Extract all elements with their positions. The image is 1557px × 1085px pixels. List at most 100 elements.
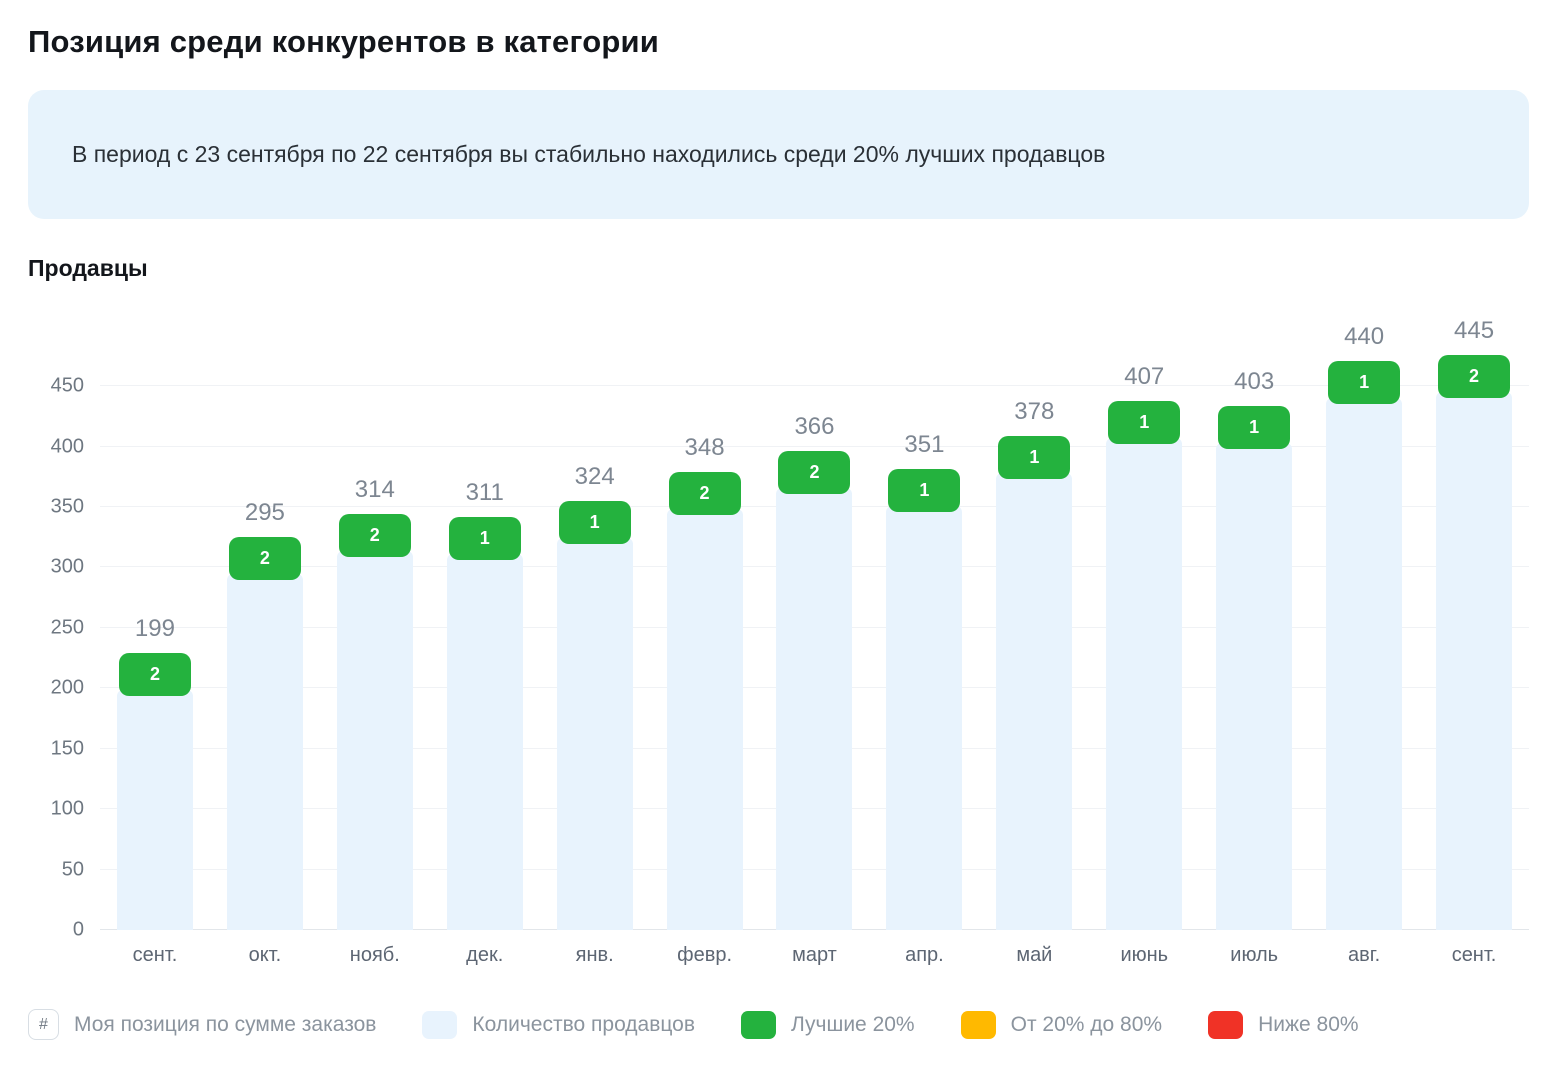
sellers-count-label: 440 [1344,323,1385,351]
hash-icon: # [28,1009,59,1040]
plot-area: 2 199 2 295 2 314 1 311 1 324 2 348 2 366 1 351 1 378 1 407… [100,317,1529,930]
legend-item-1[interactable]: # Моя позиция по сумме заказов [28,1009,376,1040]
x-tick-label: февр. [677,944,733,966]
sellers-count-bar[interactable] [556,538,633,930]
my-position-badge: 2 [118,652,191,696]
my-position-badge: 1 [558,501,631,545]
sellers-count-label: 445 [1453,317,1495,345]
y-tick-label: 450 [50,374,84,397]
bar-column-2: 2 295 [210,362,320,930]
sellers-count-bar[interactable] [116,689,193,930]
y-tick-label: 50 [61,858,84,881]
sellers-count-bar[interactable] [1436,392,1513,930]
sellers-count-bar[interactable] [1216,442,1293,930]
legend-swatch [422,1010,458,1039]
section-title: Продавцы [28,255,148,281]
x-tick-label: нояб. [349,944,400,966]
x-tick-label: июль [1230,944,1279,966]
my-position-badge: 1 [1328,361,1401,405]
legend-item-5[interactable]: Ниже 80% [1208,1010,1359,1039]
legend-label: Моя позиция по сумме заказов [74,1012,377,1036]
x-tick-label: сент. [132,944,178,966]
sellers-count-label: 199 [134,614,175,642]
sellers-count-label: 378 [1014,398,1055,426]
my-position-badge: 1 [1218,405,1291,449]
bar-column-7: 2 366 [760,362,870,930]
gridline [100,445,1529,447]
y-tick-label: 350 [50,495,84,518]
legend-label: От 20% до 80% [1010,1012,1163,1036]
sellers-count-bar[interactable] [776,487,853,930]
y-tick-label: 400 [50,435,84,458]
info-banner: В период с 23 сентября по 22 сентября вы… [28,90,1529,219]
my-position-badge: 1 [998,436,1071,480]
page: Позиция среди конкурентов в категории В … [28,24,1529,1040]
y-tick-label: 250 [50,616,84,639]
x-tick-label: сент. [1451,944,1497,966]
sellers-position-chart: 0 50 100 150 200 250 300 350 400 450 2 199 2 295 2 314… [28,317,1529,967]
y-tick-label: 200 [50,676,84,699]
legend-swatch [960,1010,996,1039]
my-position-badge: 2 [668,472,741,516]
my-position-badge: 1 [1108,401,1181,445]
sellers-count-bar[interactable] [226,573,303,930]
sellers-count-bar[interactable] [446,554,523,930]
plot-wrap: 0 50 100 150 200 250 300 350 400 450 2 199 2 295 2 314… [28,317,1529,941]
bar-column-9: 1 378 [979,362,1089,930]
sellers-count-label: 295 [244,498,285,526]
my-position-badge: 2 [778,450,851,494]
y-axis: 0 50 100 150 200 250 300 350 400 450 [28,362,100,941]
bar-column-3: 2 314 [320,362,430,930]
bar-column-6: 2 348 [650,362,760,930]
y-tick-label: 150 [50,737,84,760]
page-title: Позиция среди конкурентов в категории [28,24,659,59]
bar-column-4: 1 311 [430,362,540,930]
bar-column-11: 1 403 [1199,362,1309,930]
legend-swatch [1208,1010,1244,1039]
bar-column-10: 1 407 [1089,362,1199,930]
bar-column-13: 2 445 [1419,317,1529,930]
sellers-count-bar[interactable] [336,550,413,930]
x-tick-label: май [1016,944,1053,966]
sellers-count-bar[interactable] [996,473,1073,930]
sellers-count-bar[interactable] [666,509,743,930]
x-tick-label: окт. [248,944,282,966]
sellers-count-label: 314 [354,475,395,503]
sellers-count-bar[interactable] [886,505,963,930]
sellers-count-label: 324 [574,463,615,491]
x-tick-label: апр. [905,944,944,966]
bar-column-1: 2 199 [100,362,210,930]
chart-legend: # Моя позиция по сумме заказов Количество … [28,1009,1529,1040]
sellers-count-bar[interactable] [1106,438,1183,930]
bars-container: 2 199 2 295 2 314 1 311 1 324 2 348 2 366 1 351 1 378 1 407… [100,317,1529,930]
legend-label: Количество продавцов [472,1012,696,1036]
my-position-badge: 2 [1438,355,1511,399]
info-banner-text: В период с 23 сентября по 22 сентября вы… [72,141,1106,167]
x-tick-label: июнь [1120,944,1169,966]
my-position-badge: 1 [888,468,961,512]
bar-column-5: 1 324 [540,362,650,930]
y-tick-label: 0 [72,918,84,941]
legend-label: Ниже 80% [1258,1012,1359,1036]
my-position-badge: 2 [338,513,411,557]
x-tick-label: авг. [1348,944,1381,966]
my-position-badge: 2 [228,536,301,580]
legend-label: Лучшие 20% [791,1012,915,1036]
bar-column-8: 1 351 [869,362,979,930]
sellers-count-label: 311 [465,479,504,507]
my-position-badge: 1 [448,517,521,561]
gridline [100,385,1529,387]
x-axis: сент. окт. нояб. дек. янв. февр. март апр. май ию… [100,944,1529,967]
x-tick-label: март [792,944,837,966]
y-tick-label: 300 [50,555,84,578]
x-tick-label: дек. [466,944,504,966]
sellers-count-bar[interactable] [1326,398,1403,930]
legend-item-3[interactable]: Лучшие 20% [741,1010,915,1039]
legend-item-2[interactable]: Количество продавцов [422,1010,696,1039]
bar-column-12: 1 440 [1309,323,1419,930]
sellers-count-label: 366 [794,412,835,440]
sellers-count-label: 351 [904,430,945,458]
legend-item-4[interactable]: От 20% до 80% [960,1010,1163,1039]
x-tick-label: янв. [575,944,614,966]
sellers-count-label: 407 [1124,363,1165,391]
